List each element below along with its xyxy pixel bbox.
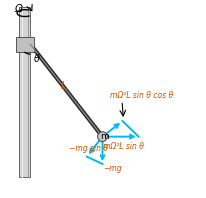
Text: L: L (61, 81, 67, 91)
Text: m: m (100, 132, 109, 141)
Circle shape (98, 132, 107, 142)
Text: −mg sin θ: −mg sin θ (69, 144, 108, 153)
Polygon shape (15, 37, 34, 52)
Text: mΩ²L sin θ: mΩ²L sin θ (103, 142, 144, 151)
Text: θ: θ (34, 54, 40, 64)
Polygon shape (19, 7, 30, 177)
Text: mΩ²L sin θ cos θ: mΩ²L sin θ cos θ (110, 91, 173, 100)
Text: Ω: Ω (14, 4, 22, 14)
Text: −mg: −mg (103, 164, 122, 173)
